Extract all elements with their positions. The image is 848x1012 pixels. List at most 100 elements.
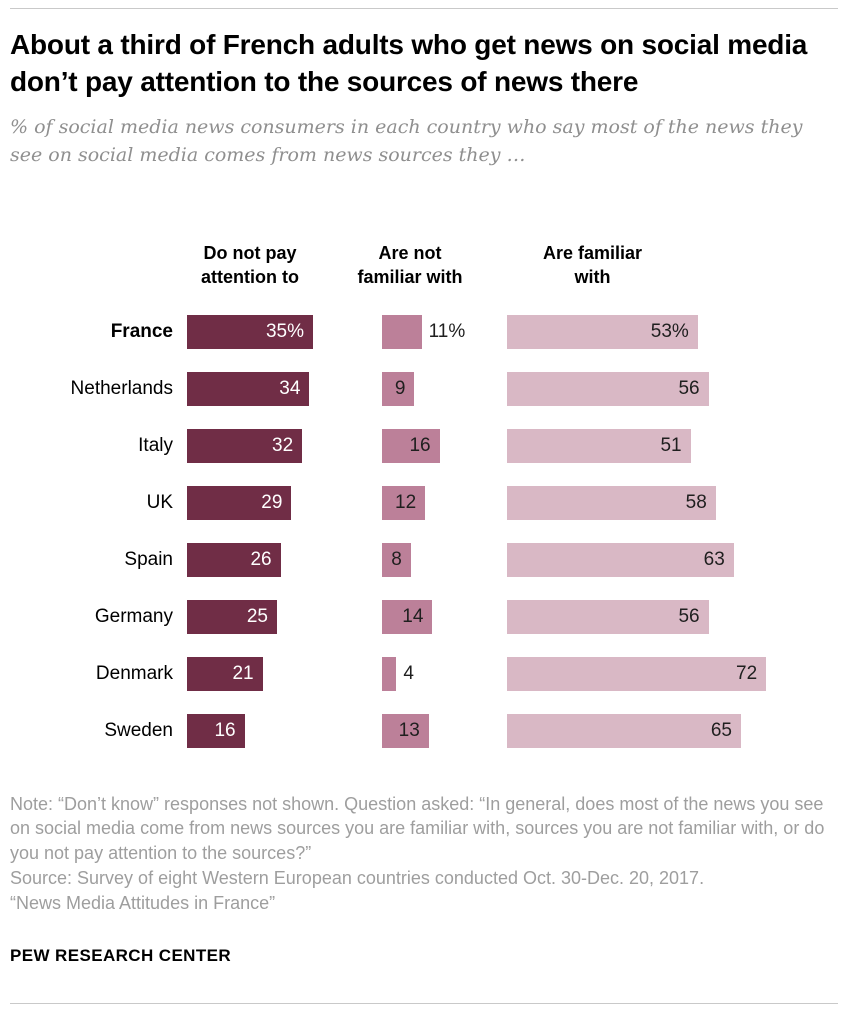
bar-cell: 4 bbox=[382, 657, 507, 692]
bar-cell: 16 bbox=[382, 429, 507, 464]
bar bbox=[382, 315, 422, 350]
notes-block: Note: “Don’t know” responses not shown. … bbox=[10, 792, 838, 916]
bar-value: 12 bbox=[395, 492, 417, 514]
bar bbox=[507, 315, 698, 350]
bar-cell: 13 bbox=[382, 714, 507, 749]
bar-value: 29 bbox=[261, 492, 283, 514]
top-divider bbox=[10, 8, 838, 9]
bar-value: 13 bbox=[398, 720, 420, 742]
bar-value: 58 bbox=[685, 492, 707, 514]
bar-cell: 14 bbox=[382, 600, 507, 635]
bar bbox=[187, 486, 292, 521]
bar-cell: 29 bbox=[187, 486, 382, 521]
country-label: Germany bbox=[94, 606, 173, 628]
bar-cell: 63 bbox=[507, 543, 838, 578]
bar-cell: 8 bbox=[382, 543, 507, 578]
chart-row: Germany 25 14 56 bbox=[10, 589, 838, 646]
bar-cell: 56 bbox=[507, 600, 838, 635]
bar-value: 26 bbox=[250, 549, 272, 571]
bar bbox=[187, 600, 277, 635]
bar-cell: 65 bbox=[507, 714, 838, 749]
bar-cell: 21 bbox=[187, 657, 382, 692]
country-label: Netherlands bbox=[70, 378, 173, 400]
bar-value: 16 bbox=[214, 720, 236, 742]
chart-row: Sweden 16 13 65 bbox=[10, 703, 838, 760]
column-headers: Do not pay attention to Are not familiar wi… bbox=[10, 204, 838, 304]
bar bbox=[187, 543, 281, 578]
chart-row: Denmark 21 4 72 bbox=[10, 646, 838, 703]
bar bbox=[382, 543, 411, 578]
bar-value: 53% bbox=[650, 321, 689, 343]
bar-cell: 72 bbox=[507, 657, 838, 692]
country-label: France bbox=[110, 321, 173, 343]
country-label: Italy bbox=[138, 435, 173, 457]
bar-cell: 32 bbox=[187, 429, 382, 464]
bar-value: 14 bbox=[402, 606, 424, 628]
bar-value: 34 bbox=[279, 378, 301, 400]
bar-value: 9 bbox=[394, 378, 406, 400]
bar bbox=[382, 486, 426, 521]
chart-row: UK 29 12 58 bbox=[10, 475, 838, 532]
bar bbox=[187, 429, 303, 464]
chart-title: About a third of French adults who get n… bbox=[10, 29, 808, 98]
bar-value: 63 bbox=[703, 549, 725, 571]
bar-value: 16 bbox=[409, 435, 431, 457]
bar-cell: 26 bbox=[187, 543, 382, 578]
country-label: Denmark bbox=[95, 663, 173, 685]
bar bbox=[507, 429, 691, 464]
bar-value: 65 bbox=[710, 720, 732, 742]
bottom-divider bbox=[10, 1003, 838, 1004]
chart-row: France 35% 11% 53% bbox=[10, 304, 838, 361]
bar-cell: 16 bbox=[187, 714, 382, 749]
bar bbox=[507, 486, 716, 521]
bar bbox=[187, 657, 263, 692]
bar-value: 56 bbox=[678, 606, 700, 628]
bar-value: 51 bbox=[660, 435, 682, 457]
bar bbox=[507, 543, 734, 578]
bar-cell: 35% bbox=[187, 315, 382, 350]
bar-value: 72 bbox=[736, 663, 758, 685]
column-header-2: Are not familiar with bbox=[357, 242, 463, 288]
bar bbox=[382, 429, 440, 464]
bar bbox=[187, 315, 313, 350]
brand-footer: PEW RESEARCH CENTER bbox=[10, 945, 232, 965]
bar-value: 32 bbox=[272, 435, 294, 457]
chart-row: Netherlands 34 9 56 bbox=[10, 361, 838, 418]
report-title-text: “News Media Attitudes in France” bbox=[10, 892, 276, 913]
chart-row: Italy 32 16 51 bbox=[10, 418, 838, 475]
country-label: UK bbox=[146, 492, 173, 514]
bar-value: 25 bbox=[246, 606, 268, 628]
bar bbox=[382, 657, 397, 692]
chart-subtitle: % of social media news consumers in each… bbox=[10, 116, 803, 167]
bar bbox=[187, 372, 310, 407]
country-label: Spain bbox=[124, 549, 173, 571]
bar bbox=[382, 372, 415, 407]
bar-value: 11% bbox=[428, 321, 466, 343]
column-header-3: Are familiar with bbox=[542, 242, 643, 288]
column-header-1: Do not pay attention to bbox=[201, 242, 299, 288]
bar-cell: 34 bbox=[187, 372, 382, 407]
bar bbox=[382, 714, 429, 749]
bar-value: 8 bbox=[391, 549, 402, 571]
bar bbox=[382, 600, 433, 635]
country-label: Sweden bbox=[104, 720, 173, 742]
chart-rows: France 35% 11% 53% Netherlands 34 9 56 Italy 32 16… bbox=[10, 304, 838, 760]
chart-row: Spain 26 8 63 bbox=[10, 532, 838, 589]
note-text: Note: “Don’t know” responses not shown. … bbox=[10, 793, 825, 864]
bar-chart: Do not pay attention to Are not familiar wi… bbox=[10, 204, 838, 760]
bar-cell: 58 bbox=[507, 486, 838, 521]
bar bbox=[507, 657, 767, 692]
bar bbox=[507, 714, 741, 749]
bar-cell: 9 bbox=[382, 372, 507, 407]
bar bbox=[507, 372, 709, 407]
bar-value: 35% bbox=[265, 321, 304, 343]
source-text: Source: Survey of eight Western European… bbox=[10, 868, 705, 889]
bar-cell: 56 bbox=[507, 372, 838, 407]
bar-value: 4 bbox=[403, 663, 414, 685]
bar-cell: 53% bbox=[507, 315, 838, 350]
bar-cell: 12 bbox=[382, 486, 507, 521]
bar-value: 56 bbox=[678, 378, 700, 400]
bar bbox=[187, 714, 245, 749]
bar-cell: 51 bbox=[507, 429, 838, 464]
